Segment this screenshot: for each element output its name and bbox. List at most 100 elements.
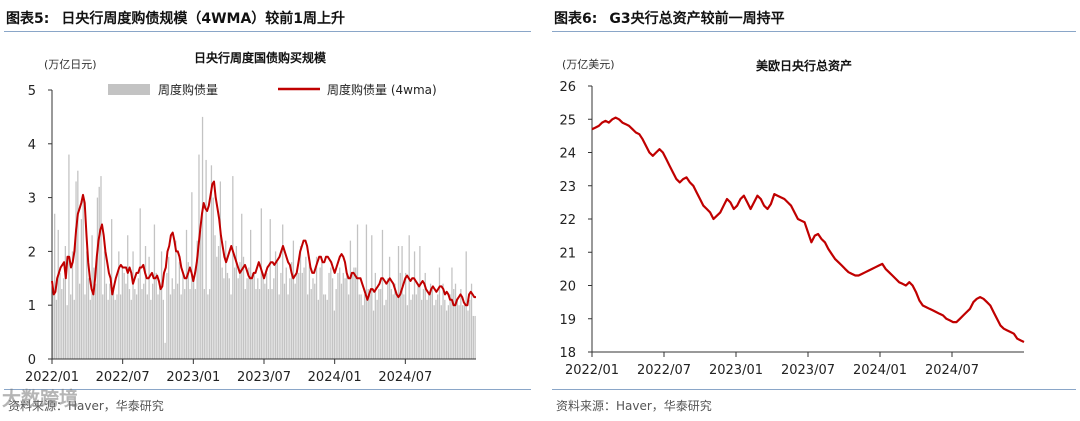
bar <box>362 305 364 359</box>
bar <box>225 240 227 359</box>
bar <box>164 342 166 359</box>
bar <box>162 299 164 359</box>
bar <box>266 272 268 359</box>
bar <box>364 294 366 359</box>
bar <box>333 310 336 359</box>
bar <box>73 299 75 359</box>
bar <box>299 246 302 359</box>
bar <box>175 240 177 359</box>
chart-title: 日央行周度国债购买规模 <box>194 50 327 65</box>
bar <box>228 278 230 359</box>
bar <box>132 251 134 359</box>
bar <box>226 272 229 359</box>
x-tick-label: 2024/07 <box>378 370 432 385</box>
bar <box>355 267 357 359</box>
bar <box>447 305 450 359</box>
bar <box>96 197 99 359</box>
bar <box>216 256 218 359</box>
left-figure: 图表5: 日央行周度购债规模（4WMA）较前1周上升 日央行周度国债购买规模 (万… <box>0 0 535 421</box>
bar <box>109 283 111 359</box>
bar <box>59 272 61 359</box>
bar <box>64 246 67 359</box>
y-tick-label: 18 <box>559 346 576 361</box>
bar <box>367 289 369 359</box>
bar <box>176 283 179 359</box>
bar <box>128 289 131 359</box>
bar <box>100 176 102 359</box>
bar <box>130 299 132 359</box>
bar <box>116 294 118 359</box>
bar <box>280 272 282 359</box>
bar <box>141 289 143 359</box>
bar <box>294 283 296 359</box>
bar <box>278 294 280 359</box>
bar <box>169 294 172 359</box>
bar <box>121 267 124 359</box>
bar <box>308 262 311 359</box>
bar <box>463 305 466 359</box>
bar <box>394 283 396 359</box>
bar <box>160 251 163 359</box>
bar <box>385 299 387 359</box>
bar <box>437 294 439 359</box>
bar <box>401 246 403 359</box>
figure-title: 图表6: G3央行总资产较前一周持平 <box>554 8 785 28</box>
bar <box>353 267 355 359</box>
figure-number: 图表5: <box>6 11 50 27</box>
bar <box>212 197 214 359</box>
bar <box>349 240 352 359</box>
bottom-rule <box>4 389 531 390</box>
bar <box>440 305 442 359</box>
x-tick-label: 2022/07 <box>96 370 150 385</box>
bar <box>112 289 115 359</box>
bar <box>346 272 348 359</box>
x-tick-label: 2023/01 <box>166 370 220 385</box>
bar <box>310 289 312 359</box>
bar <box>347 294 350 359</box>
source-note: 资料来源：Haver，华泰研究 <box>556 399 712 413</box>
bar <box>70 294 72 359</box>
bar <box>298 272 300 359</box>
bar <box>460 289 462 359</box>
bar <box>89 299 91 359</box>
bar <box>404 272 407 359</box>
bar <box>381 229 384 359</box>
bar <box>237 278 239 359</box>
bar <box>413 251 416 359</box>
y-tick-label: 2 <box>28 245 36 260</box>
bar <box>399 272 401 359</box>
bar <box>365 224 368 359</box>
x-tick-label: 2023/07 <box>781 363 835 378</box>
bar <box>330 267 332 359</box>
line-series-total-assets <box>591 116 1025 343</box>
bar <box>125 283 127 359</box>
bar <box>456 299 458 359</box>
bar <box>351 272 353 359</box>
right-figure: 图表6: G3央行总资产较前一周持平 美欧日央行总资产 (万亿美元) 18 19 20… <box>548 0 1080 421</box>
axes: 18 19 20 21 22 23 24 25 26 2022/01 2022/07 2023/01 2… <box>559 80 1024 378</box>
bar <box>422 289 425 359</box>
bar <box>317 299 319 359</box>
bar <box>335 289 337 359</box>
title-rule <box>552 31 1076 32</box>
bar <box>273 278 275 359</box>
bar <box>474 315 476 359</box>
bar <box>182 272 184 359</box>
bar <box>301 272 303 359</box>
bar <box>91 235 93 359</box>
bond-purchase-chart: 日央行周度国债购买规模 (万亿日元) 0 1 2 3 4 5 2022/01 2022/07 2… <box>25 50 476 385</box>
y-tick-label: 20 <box>559 280 576 295</box>
bar <box>324 294 327 359</box>
bar <box>323 294 325 359</box>
bar <box>253 272 255 359</box>
bar <box>387 278 389 359</box>
bar <box>453 289 455 359</box>
bar <box>470 283 473 359</box>
bar <box>285 267 287 359</box>
bar <box>342 272 344 359</box>
bar <box>62 278 65 359</box>
bar <box>207 294 209 359</box>
bar <box>403 294 405 359</box>
bar <box>269 219 271 359</box>
bar <box>454 283 457 359</box>
